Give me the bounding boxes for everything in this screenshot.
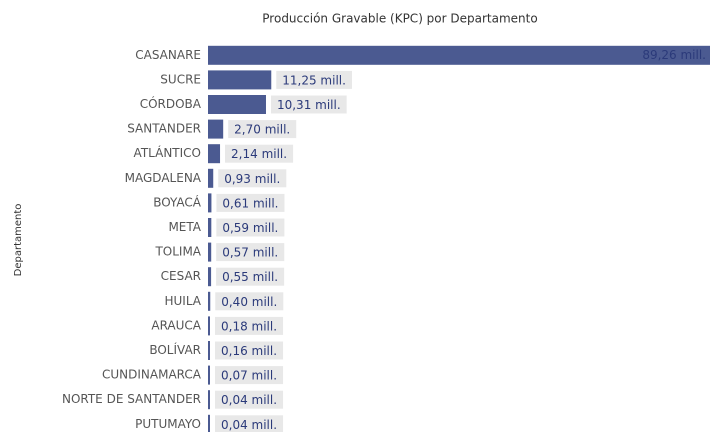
value-label-box: [228, 120, 297, 139]
bar: [208, 267, 212, 287]
value-label: 0,57 mill.: [222, 246, 278, 260]
bar: [208, 119, 224, 139]
bar: [208, 70, 272, 90]
category-label: META: [168, 220, 201, 234]
bar: [208, 291, 211, 311]
category-label: ATLÁNTICO: [134, 145, 201, 160]
bar: [208, 168, 214, 188]
value-label: 0,04 mill.: [221, 393, 277, 407]
value-label: 0,40 mill.: [221, 295, 277, 309]
value-label-box: [216, 267, 285, 286]
bar: [208, 414, 210, 432]
value-label-box: [216, 218, 285, 237]
value-label-box: [215, 366, 284, 385]
category-label: NORTE DE SANTANDER: [62, 392, 201, 406]
category-label: BOLÍVAR: [149, 342, 201, 357]
value-label: 0,07 mill.: [221, 369, 277, 383]
bar: [208, 390, 210, 410]
bar: [208, 316, 210, 336]
value-label-box: [216, 243, 285, 262]
value-label: 2,14 mill.: [231, 147, 287, 161]
bar: [208, 144, 221, 164]
bar: [208, 95, 266, 114]
bar: [208, 341, 210, 360]
value-label: 0,55 mill.: [222, 270, 278, 284]
value-label: 0,18 mill.: [221, 319, 277, 333]
value-label-box: [215, 415, 284, 432]
category-label: CUNDINAMARCA: [102, 368, 202, 382]
category-label: MAGDALENA: [125, 171, 202, 185]
bar: [208, 218, 212, 237]
y-axis-title: Departamento: [13, 204, 24, 277]
value-label: 0,04 mill.: [221, 418, 277, 432]
bar: [208, 45, 710, 65]
bar: [208, 193, 212, 213]
category-label: ARAUCA: [151, 318, 201, 332]
value-label: 0,93 mill.: [224, 172, 280, 186]
value-label-box: [215, 341, 284, 360]
value-label-box: [276, 70, 352, 89]
value-label-box: [225, 144, 294, 163]
value-label: 0,16 mill.: [221, 344, 277, 358]
value-label-box: [216, 193, 285, 212]
value-label: 0,59 mill.: [222, 221, 278, 235]
value-label: 0,61 mill.: [222, 196, 278, 210]
category-label: CÓRDOBA: [140, 96, 202, 111]
value-label: 11,25 mill.: [282, 73, 346, 87]
value-label-box: [215, 390, 284, 409]
value-label: 89,26 mill.: [642, 48, 706, 62]
value-label-box: [218, 169, 287, 188]
category-label: HUILA: [164, 294, 201, 308]
category-label: CASANARE: [135, 48, 201, 62]
value-label-box: [215, 316, 284, 335]
chart-title: Producción Gravable (KPC) por Departamen…: [262, 12, 537, 26]
category-label: BOYACÁ: [153, 194, 202, 209]
category-label: TOLIMA: [154, 245, 201, 259]
value-label: 10,31 mill.: [277, 98, 341, 112]
category-label: CESAR: [161, 269, 201, 283]
bar: [208, 242, 212, 262]
category-label: SUCRE: [160, 72, 201, 86]
value-label: 2,70 mill.: [234, 123, 290, 137]
category-label: PUTUMAYO: [135, 417, 201, 431]
category-label: SANTANDER: [127, 122, 201, 136]
bar: [208, 365, 210, 385]
value-label-box: [270, 95, 347, 114]
value-label-box: [215, 292, 284, 311]
